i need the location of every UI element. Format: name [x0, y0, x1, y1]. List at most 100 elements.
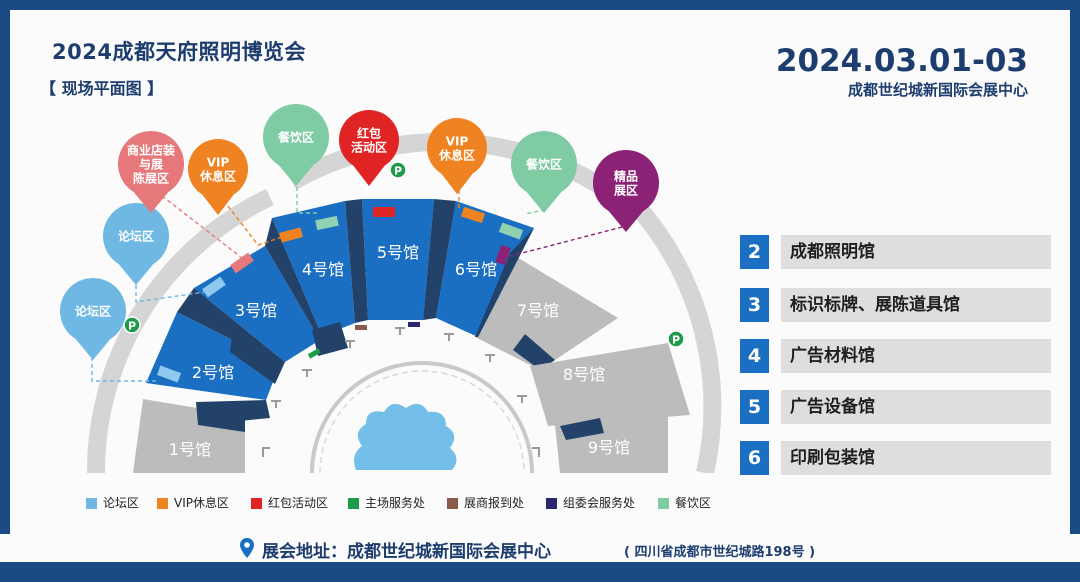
hall-5[interactable] — [362, 199, 434, 344]
hall-list-name: 印刷包装馆 — [790, 448, 875, 468]
hall-6-label: 6号馆 — [455, 260, 497, 279]
commercial-area-marker — [230, 252, 254, 274]
legend-swatch — [157, 498, 168, 509]
pin-marker — [118, 131, 185, 213]
hall-7[interactable] — [475, 253, 618, 370]
pin-label: 论坛区 — [118, 229, 154, 244]
hall-5-label: 5号馆 — [377, 243, 419, 262]
hall-list-row[interactable] — [781, 390, 1051, 424]
pin-label: 陈展区 — [133, 171, 169, 186]
bottom-band — [0, 562, 1080, 582]
pin-marker — [510, 131, 577, 213]
hall-list-name: 成都照明馆 — [790, 242, 875, 262]
pin-label: 展区 — [614, 184, 638, 198]
pin-label: VIP — [207, 156, 230, 170]
organizer-service-marker — [408, 322, 420, 327]
legend-label: 组委会服务处 — [563, 496, 636, 510]
pin-label: 餐饮区 — [526, 157, 562, 172]
entrance-markers — [262, 327, 540, 457]
hall-list-number: 5 — [740, 390, 769, 424]
address-detail: ( 四川省成都市世纪城路198号 ) — [624, 545, 816, 560]
area-pin[interactable]: VIP休息区 — [188, 139, 249, 215]
hall-list-name: 广告设备馆 — [790, 397, 875, 417]
page-subtitle: 【 现场平面图 】 — [40, 79, 164, 98]
pin-marker — [427, 118, 488, 194]
hall-list-row[interactable] — [781, 235, 1051, 269]
pin-label: 红包 — [357, 126, 381, 141]
hall-3-label: 3号馆 — [235, 301, 277, 320]
legend-swatch — [348, 498, 359, 509]
pin-label: 休息区 — [438, 148, 475, 163]
outer-walkway-left — [86, 188, 274, 473]
hall-list-number: 4 — [740, 339, 769, 373]
hall-list-row[interactable] — [781, 339, 1051, 373]
outer-walkway-right — [629, 199, 722, 473]
pin-marker — [593, 150, 659, 232]
pin-marker — [263, 104, 330, 186]
legend-swatch — [658, 498, 669, 509]
parking-icon: P — [389, 161, 407, 179]
pin-label: 活动区 — [351, 140, 387, 155]
area-pin[interactable]: 论坛区 — [60, 277, 127, 360]
legend-swatch — [546, 498, 557, 509]
central-fountain — [354, 403, 457, 470]
dining-area-marker — [498, 222, 524, 240]
redpacket-area-marker — [373, 207, 395, 217]
area-pin[interactable]: VIP休息区 — [427, 118, 488, 194]
hall-8-label: 8号馆 — [563, 365, 605, 384]
address-label: 展会地址：成都世纪城新国际会展中心 — [262, 542, 551, 562]
pin-label: 论坛区 — [75, 304, 111, 319]
main-service-marker — [307, 348, 321, 359]
pin-label: 餐饮区 — [278, 130, 314, 145]
parking-icon: P — [123, 316, 141, 334]
area-pin[interactable]: 论坛区 — [102, 202, 169, 285]
hall-2[interactable] — [146, 312, 280, 425]
legend-swatch — [447, 498, 458, 509]
pin-label: 与展 — [139, 158, 163, 172]
hall-list-row[interactable] — [781, 288, 1051, 322]
pin-label: 商业店装 — [127, 143, 175, 158]
corridor-segment — [265, 218, 322, 340]
vip-area-marker — [279, 227, 303, 243]
pin-label: 休息区 — [199, 169, 236, 184]
parking-icon: P — [667, 330, 685, 348]
hall-7-label: 7号馆 — [517, 301, 559, 320]
area-pin[interactable]: 红包活动区 — [339, 109, 400, 186]
legend-label: 主场服务处 — [365, 496, 426, 510]
legend-swatch — [251, 498, 262, 509]
dining-area-marker — [315, 215, 339, 231]
forum-area-marker — [156, 365, 182, 383]
hall-list-row[interactable] — [781, 441, 1051, 475]
area-pin[interactable]: 餐饮区 — [510, 131, 577, 213]
legend-label: 红包活动区 — [268, 496, 329, 510]
vip-area-marker — [460, 206, 486, 224]
hall-list-name: 标识标牌、展陈道具馆 — [790, 295, 960, 315]
corridor-segment — [423, 199, 456, 320]
forum-area-marker — [202, 276, 226, 298]
hall-3[interactable] — [194, 246, 320, 384]
address-bar — [0, 534, 1080, 562]
corridor-segment — [475, 228, 534, 337]
hall-8[interactable] — [530, 343, 690, 426]
hall-list-number: 6 — [740, 441, 769, 475]
pin-label: VIP — [446, 135, 469, 149]
corridor-segment — [345, 199, 368, 323]
area-pin[interactable]: 餐饮区 — [263, 104, 330, 186]
svg-text:P: P — [672, 334, 680, 347]
central-plaza-inner — [319, 370, 525, 474]
location-pin-icon — [240, 538, 254, 558]
pin-marker — [188, 139, 249, 215]
legend-swatch — [86, 498, 97, 509]
hall-1-label: 1号馆 — [169, 440, 211, 459]
central-plaza-ring — [310, 361, 534, 474]
hall-list-number: 2 — [740, 235, 769, 269]
legend-label: 论坛区 — [103, 496, 140, 510]
hall-9[interactable] — [555, 410, 668, 473]
pin-label: 精品 — [614, 169, 638, 184]
event-date: 2024.03.01-03 — [775, 43, 1028, 79]
event-venue: 成都世纪城新国际会展中心 — [847, 81, 1028, 99]
page-title: 2024成都天府照明博览会 — [52, 40, 306, 64]
